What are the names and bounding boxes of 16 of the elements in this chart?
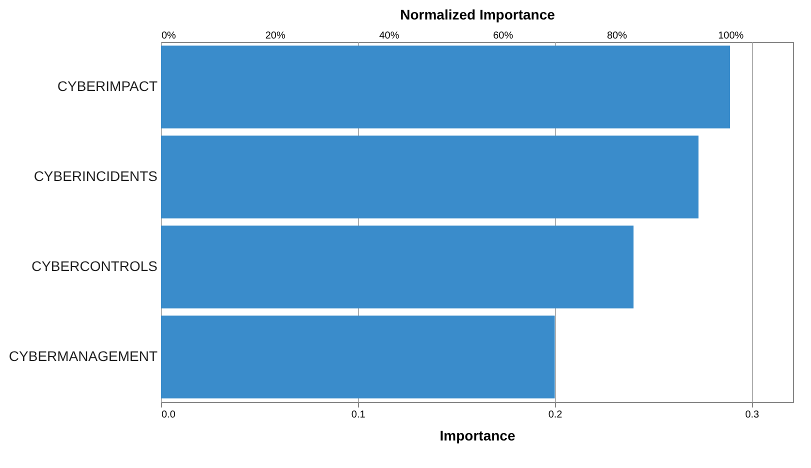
x2-tick-label: 100% <box>718 30 744 42</box>
y-tick-label: CYBERMANAGEMENT <box>8 348 158 364</box>
y-tick-label: CYBERINCIDENTS <box>34 168 158 184</box>
x-tick-label: 0.0 <box>162 410 176 420</box>
y-tick-label: CYBERIMPACT <box>57 78 158 94</box>
x2-tick-label: 0% <box>162 30 176 42</box>
y-tick-label: CYBERCONTROLS <box>31 258 158 274</box>
x-tick-label: 0.3 <box>745 410 760 420</box>
x-axis-title: Importance <box>440 428 516 444</box>
x2-axis-title: Normalized Importance <box>400 6 556 22</box>
x-tick-label: 0.1 <box>351 410 366 420</box>
x2-tick-label: 60% <box>493 30 514 42</box>
x2-tick-label: 80% <box>606 30 628 42</box>
x2-tick-label: 40% <box>379 30 400 42</box>
x-tick-label: 0.2 <box>548 410 563 420</box>
x2-tick-label: 20% <box>265 30 286 42</box>
